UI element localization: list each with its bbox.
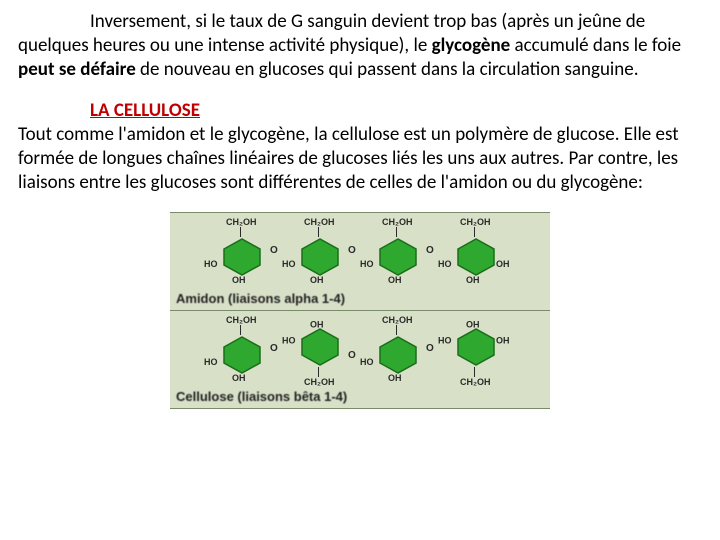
panel-amidon: CH₂OH HO OH O CH₂OH HO OH O CH₂OH HO OH O CH₂OH HO OH O…: [170, 212, 550, 310]
glucose-unit: CH₂OH HO OH O: [360, 315, 438, 387]
label-ch2oh: CH₂OH: [382, 315, 413, 325]
hexagon-icon: [374, 333, 422, 375]
hexagon-icon: [452, 235, 500, 277]
p1-bold1: glycogène: [432, 34, 511, 57]
label-ch2oh: CH₂OH: [460, 377, 491, 387]
label-o-bridge: O: [270, 245, 278, 256]
label-oh: OH: [232, 373, 246, 383]
hexagon-icon: [296, 235, 344, 277]
label-oh: HO: [204, 259, 218, 269]
glucose-unit: CH₂OH HO OH O: [204, 217, 282, 289]
label-oh: OH: [466, 275, 480, 285]
label-oh: OH: [466, 319, 480, 329]
caption-cellulose: Cellulose (liaisons bêta 1-4): [170, 389, 550, 408]
label-oh: OH: [388, 275, 402, 285]
p1-mid1: accumulé dans le foie: [510, 34, 681, 57]
label-oh: OH: [310, 319, 324, 329]
hexagon-icon: [218, 333, 266, 375]
p1-bold2: peut se défaire: [18, 58, 136, 81]
label-o-bridge: O: [348, 348, 356, 359]
label-oh: OH: [232, 275, 246, 285]
label-oh: HO: [282, 259, 296, 269]
molecule-row: CH₂OH HO OH O CH₂OH HO OH O CH₂OH HO OH O CH₂OH HO OH O…: [170, 213, 550, 291]
hexagon-icon: [374, 235, 422, 277]
hexagon-icon: [452, 327, 500, 369]
glucose-unit: CH₂OH HO OH O: [282, 315, 360, 387]
hexagon-icon: [296, 327, 344, 369]
label-oh: HO: [282, 335, 296, 345]
molecule-row: CH₂OH HO OH O CH₂OH HO OH O CH₂OH HO OH O CH₂OH HO OH O…: [170, 311, 550, 389]
label-oh: HO: [204, 357, 218, 367]
label-oh: OH: [388, 373, 402, 383]
paragraph-cellulose: LA CELLULOSE Tout comme l'amidon et le g…: [18, 99, 702, 194]
caption-amidon: Amidon (liaisons alpha 1-4): [170, 291, 550, 310]
label-o-bridge: O: [270, 343, 278, 354]
hexagon-icon: [218, 235, 266, 277]
glucose-unit: CH₂OH HO OH O: [282, 217, 360, 289]
label-oh: HO: [360, 259, 374, 269]
p2-body: Tout comme l'amidon et le glycogène, la …: [18, 123, 679, 194]
label-ch2oh: CH₂OH: [460, 217, 491, 227]
label-oh: HO: [438, 335, 452, 345]
label-oh: OH: [496, 259, 510, 269]
label-oh: HO: [360, 357, 374, 367]
label-oh: OH: [310, 275, 324, 285]
label-o-bridge: O: [426, 245, 434, 256]
label-o-bridge: O: [348, 245, 356, 256]
label-oh: HO: [438, 259, 452, 269]
label-ch2oh: CH₂OH: [226, 217, 257, 227]
label-ch2oh: CH₂OH: [304, 377, 335, 387]
glucose-unit: CH₂OH HO OH O: [204, 315, 282, 387]
glucose-unit: CH₂OH HO OH OH: [438, 217, 516, 289]
label-oh: OH: [496, 335, 510, 345]
paragraph-glycogen: Inversement, si le taux de G sanguin dev…: [18, 10, 702, 81]
p1-post: de nouveau en glucoses qui passent dans …: [136, 58, 639, 81]
label-ch2oh: CH₂OH: [226, 315, 257, 325]
panel-cellulose: CH₂OH HO OH O CH₂OH HO OH O CH₂OH HO OH O CH₂OH HO OH O…: [170, 310, 550, 409]
label-ch2oh: CH₂OH: [304, 217, 335, 227]
glucose-unit: CH₂OH HO OH OH: [438, 315, 516, 387]
molecule-figure: CH₂OHHOOHOCH₂OHHOOHOCH₂OHHOOHOCH₂OHHOOHO…: [170, 212, 550, 409]
heading-cellulose: LA CELLULOSE: [90, 99, 200, 122]
label-o-bridge: O: [426, 343, 434, 354]
glucose-unit: CH₂OH HO OH O: [360, 217, 438, 289]
label-ch2oh: CH₂OH: [382, 217, 413, 227]
